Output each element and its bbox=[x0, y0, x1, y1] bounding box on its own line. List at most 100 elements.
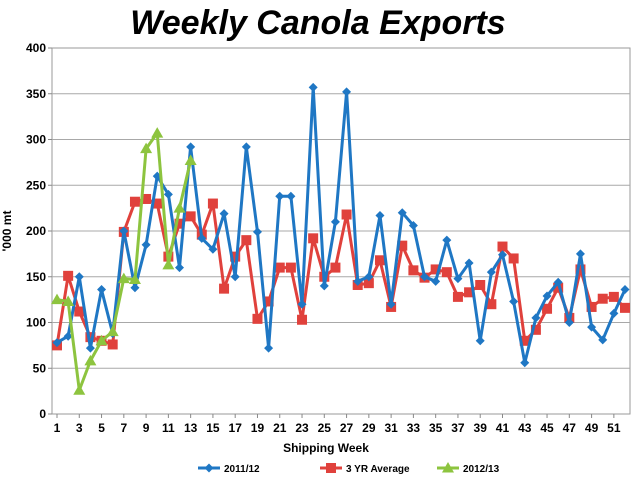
x-tick-label: 33 bbox=[407, 421, 421, 435]
x-tick-label: 45 bbox=[540, 421, 554, 435]
data-point bbox=[162, 258, 175, 270]
legend-label: 3 YR Average bbox=[346, 464, 410, 475]
data-point bbox=[587, 322, 597, 332]
data-point bbox=[486, 299, 497, 310]
data-point bbox=[95, 334, 108, 346]
x-tick-label: 13 bbox=[184, 421, 198, 435]
data-point bbox=[119, 226, 129, 236]
data-point bbox=[597, 293, 608, 304]
data-point bbox=[497, 241, 508, 252]
y-tick-label: 150 bbox=[26, 270, 46, 284]
y-tick-label: 350 bbox=[26, 87, 46, 101]
data-point bbox=[184, 154, 197, 166]
data-point bbox=[531, 313, 541, 323]
x-tick-label: 43 bbox=[518, 421, 532, 435]
data-point bbox=[475, 336, 485, 346]
y-tick-label: 400 bbox=[26, 41, 46, 55]
data-point bbox=[330, 262, 341, 273]
data-point bbox=[74, 306, 85, 317]
x-tick-label: 11 bbox=[162, 421, 175, 435]
data-point bbox=[151, 127, 164, 138]
data-point bbox=[51, 293, 63, 305]
data-point bbox=[453, 274, 463, 284]
data-point bbox=[117, 272, 130, 284]
y-tick-label: 300 bbox=[26, 133, 46, 147]
x-tick-label: 15 bbox=[206, 421, 220, 435]
y-tick-label: 200 bbox=[26, 224, 46, 238]
y-axis-label: '000 mt bbox=[0, 211, 14, 252]
data-point bbox=[441, 267, 452, 278]
data-point bbox=[452, 291, 463, 302]
data-point bbox=[285, 262, 296, 273]
data-point bbox=[520, 358, 530, 368]
data-point bbox=[141, 240, 151, 250]
x-tick-label: 1 bbox=[54, 421, 61, 435]
data-point bbox=[363, 278, 374, 289]
x-tick-label: 19 bbox=[251, 421, 265, 435]
data-point bbox=[186, 142, 196, 152]
data-point bbox=[219, 283, 230, 294]
data-point bbox=[620, 302, 630, 313]
x-tick-label: 31 bbox=[384, 421, 398, 435]
data-point bbox=[264, 343, 274, 353]
data-point bbox=[620, 285, 630, 295]
x-axis-label: Shipping Week bbox=[283, 441, 369, 455]
data-point bbox=[252, 227, 262, 237]
x-tick-label: 23 bbox=[295, 421, 309, 435]
data-point bbox=[508, 253, 519, 264]
data-point bbox=[308, 82, 318, 92]
data-point bbox=[175, 263, 185, 273]
legend-swatch-marker bbox=[442, 462, 454, 473]
data-point bbox=[497, 250, 507, 260]
data-point bbox=[464, 258, 474, 268]
data-point bbox=[208, 244, 218, 254]
x-tick-label: 21 bbox=[273, 421, 287, 435]
data-point bbox=[74, 272, 84, 282]
x-tick-label: 35 bbox=[429, 421, 443, 435]
series-group bbox=[51, 82, 630, 395]
data-point bbox=[408, 265, 419, 276]
data-point bbox=[342, 87, 352, 97]
data-point bbox=[173, 202, 186, 213]
data-point bbox=[341, 209, 352, 220]
data-point bbox=[129, 196, 140, 207]
x-tick-label: 7 bbox=[120, 421, 127, 435]
data-point bbox=[52, 338, 62, 348]
data-point bbox=[430, 264, 441, 275]
x-tick-label: 27 bbox=[340, 421, 354, 435]
data-point bbox=[408, 221, 418, 231]
data-point bbox=[63, 270, 74, 281]
data-point bbox=[152, 198, 163, 209]
y-tick-label: 50 bbox=[33, 361, 47, 375]
data-point bbox=[319, 281, 329, 291]
data-point bbox=[163, 189, 173, 199]
data-point bbox=[107, 339, 118, 350]
data-point bbox=[62, 295, 75, 306]
data-point bbox=[475, 279, 486, 290]
x-tick-label: 49 bbox=[585, 421, 599, 435]
data-point bbox=[252, 313, 263, 324]
data-point bbox=[431, 276, 441, 286]
x-tick-label: 5 bbox=[98, 421, 105, 435]
legend-label: 2012/13 bbox=[463, 464, 500, 475]
data-point bbox=[106, 325, 119, 337]
data-point bbox=[542, 291, 552, 301]
x-tick-label: 37 bbox=[451, 421, 465, 435]
data-point bbox=[274, 262, 285, 273]
data-point bbox=[364, 272, 374, 282]
data-point bbox=[63, 331, 73, 341]
data-point bbox=[575, 264, 586, 275]
data-point bbox=[374, 255, 385, 266]
data-point bbox=[185, 211, 196, 222]
x-tick-label: 3 bbox=[76, 421, 83, 435]
legend-swatch-marker bbox=[204, 463, 214, 473]
x-tick-label: 25 bbox=[318, 421, 332, 435]
x-tick-label: 39 bbox=[474, 421, 488, 435]
data-point bbox=[85, 343, 95, 353]
y-axis-ticks: 0 50 100 150 200 250 300 350 400 bbox=[26, 41, 52, 421]
series-2 bbox=[51, 127, 197, 395]
data-point bbox=[586, 301, 597, 312]
legend: 2011/12 3 YR Average 2012/13 bbox=[198, 462, 500, 475]
